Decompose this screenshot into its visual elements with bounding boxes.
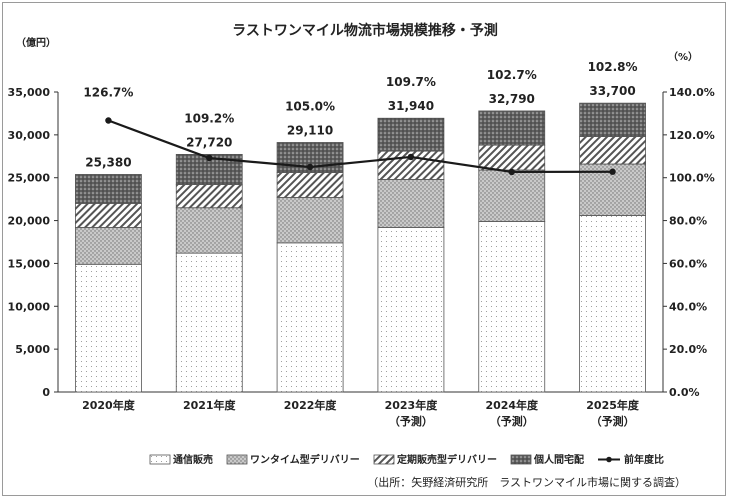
legend-label: 定期販売型デリバリー <box>397 453 497 466</box>
bar-segment <box>276 197 344 244</box>
x-tick-label: 2024年度 <box>485 398 539 412</box>
y2-tick-label: 60.0% <box>669 257 707 270</box>
legend-swatch <box>149 454 171 465</box>
y-tick-label: 0 <box>42 386 50 399</box>
bar-total-label: 25,380 <box>85 155 131 169</box>
bar-segment <box>377 227 445 393</box>
bar-segment <box>478 110 546 146</box>
legend-label: 個人間宅配 <box>533 453 584 466</box>
y2-axis-unit-label: （%） <box>668 50 698 63</box>
y-tick-label: 30,000 <box>8 129 51 142</box>
x-tick-sublabel: （予測） <box>490 414 534 428</box>
y2-tick-label: 80.0% <box>669 215 707 228</box>
bar-total-label: 33,700 <box>589 84 635 98</box>
line-point <box>609 168 616 175</box>
line-point-label: 105.0% <box>285 99 335 113</box>
bar-segment <box>478 169 546 222</box>
bar-segment <box>478 221 546 393</box>
bar-segment <box>75 174 142 204</box>
y-tick-label: 15,000 <box>8 257 51 270</box>
bar-total-label: 32,790 <box>489 92 535 106</box>
bar-segment <box>75 203 142 228</box>
bar-segment <box>478 144 546 171</box>
line-point-label: 102.8% <box>588 60 638 74</box>
y-tick-label: 5,000 <box>15 343 50 356</box>
x-tick-label: 2022年度 <box>284 398 338 412</box>
x-tick-label: 2023年度 <box>385 398 439 412</box>
y2-tick-label: 0.0% <box>669 386 700 399</box>
line-point-label: 126.7% <box>83 86 133 100</box>
x-tick-sublabel: （予測） <box>591 414 635 428</box>
y-axis-unit-label: （億円） <box>16 36 56 49</box>
bar-segment <box>276 172 344 198</box>
x-tick-label: 2020年度 <box>82 398 136 412</box>
line-point-label: 109.7% <box>386 75 436 89</box>
y-tick-label: 35,000 <box>8 86 51 99</box>
y2-tick-label: 20.0% <box>669 343 707 356</box>
line-point <box>508 168 515 176</box>
line-series-path <box>108 119 613 174</box>
y2-tick-label: 120.0% <box>669 129 715 142</box>
y2-tick-label: 100.0% <box>669 172 715 185</box>
y2-tick-label: 140.0% <box>669 86 715 99</box>
legend-label: 前年度比 <box>624 453 664 466</box>
line-point <box>105 117 112 124</box>
x-tick-label: 2021年度 <box>183 398 237 412</box>
line-point <box>306 163 314 171</box>
bar-segment <box>377 117 445 152</box>
legend-label: 通信販売 <box>173 453 213 466</box>
bar-segment <box>377 179 445 228</box>
legend-line-marker <box>606 456 612 463</box>
source-note: （出所：矢野経済研究所 ラストワンマイル市場に関する調査） <box>367 475 686 489</box>
bar-segment <box>175 252 243 393</box>
legend-swatch <box>510 454 532 465</box>
chart-title: ラストワンマイル物流市場規模推移・予測 <box>232 22 498 39</box>
bar-total-label: 31,940 <box>388 99 434 113</box>
line-point <box>407 153 415 161</box>
bar-segment <box>175 207 243 254</box>
bar-total-label: 27,720 <box>186 135 232 149</box>
bar-segment <box>75 263 142 393</box>
bar-segment <box>579 136 646 165</box>
legend-label: ワンタイム型デリバリー <box>250 453 360 466</box>
x-tick-label: 2025年度 <box>586 398 640 412</box>
bar-segment <box>276 242 344 393</box>
legend: 通信販売 ワンタイム型デリバリー 定期販売型デリバリー 個人間宅配 前年度比 <box>149 453 664 466</box>
y-tick-label: 20,000 <box>8 215 51 228</box>
bar-segment <box>579 102 646 137</box>
bar-total-label: 29,110 <box>287 123 333 137</box>
x-tick-sublabel: （予測） <box>389 414 433 428</box>
plot-area: 0 5,000 10,000 15,000 20,000 25,000 30,000 35,0… <box>8 60 715 428</box>
line-point-label: 102.7% <box>487 68 537 82</box>
y-tick-label: 10,000 <box>8 300 51 313</box>
bar-segment <box>75 227 142 265</box>
bar-segment <box>175 184 243 209</box>
legend-swatch <box>226 454 248 465</box>
y2-tick-label: 40.0% <box>669 300 707 313</box>
legend-swatch <box>373 454 395 465</box>
line-point <box>206 154 213 162</box>
bar-segment <box>579 215 646 393</box>
y-tick-label: 25,000 <box>8 172 51 185</box>
line-point-label: 109.2% <box>184 111 234 125</box>
